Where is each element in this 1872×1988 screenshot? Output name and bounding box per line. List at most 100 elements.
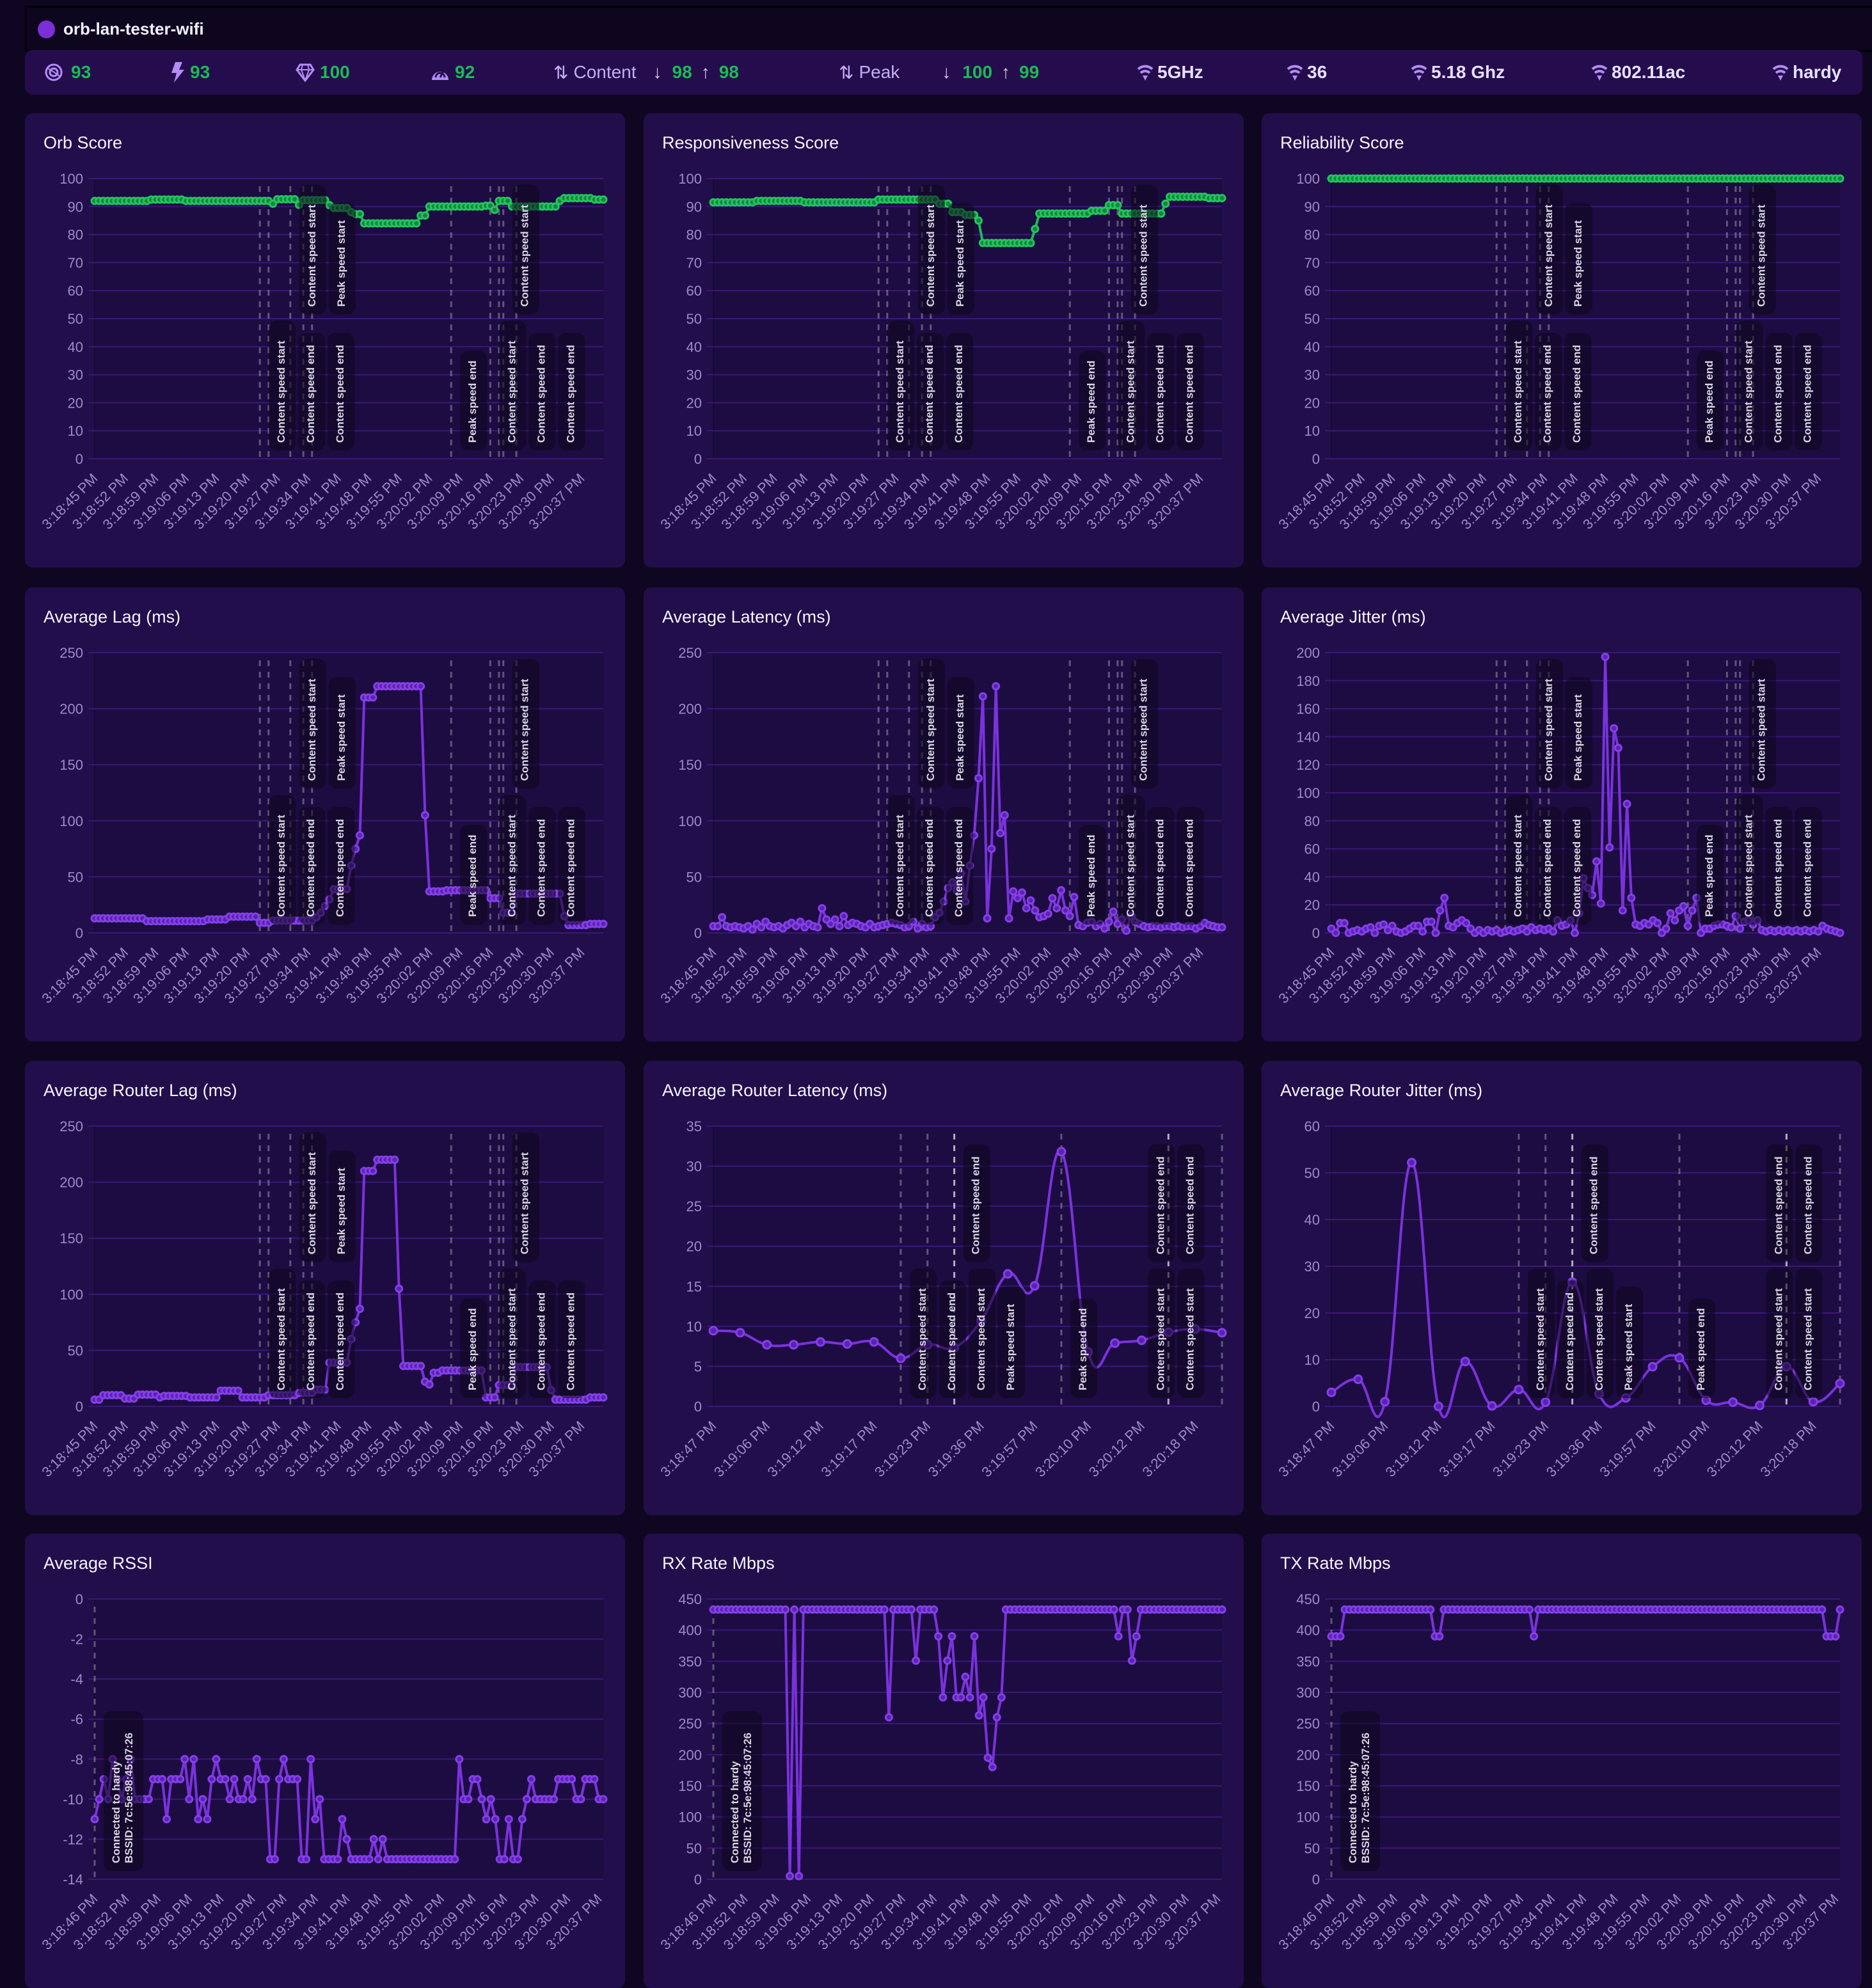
chart-title: Average Router Latency (ms) — [662, 1081, 888, 1100]
chart-title: Average RSSI — [44, 1554, 153, 1573]
event-marker-label: Content speed end — [305, 345, 317, 443]
data-point — [1104, 917, 1113, 926]
y-tick-label: 70 — [68, 255, 83, 271]
event-marker-label: Content speed start — [1534, 1288, 1546, 1390]
y-tick-label: 40 — [68, 339, 83, 355]
data-point — [818, 903, 827, 912]
event-marker-label: Content speed start — [1543, 678, 1555, 781]
data-point — [948, 1632, 956, 1641]
y-tick-label: 350 — [678, 1653, 702, 1669]
data-point — [995, 829, 1004, 838]
data-point — [1627, 893, 1636, 902]
y-tick-label: 0 — [694, 1399, 702, 1415]
x-tick-label: 3:20:18 PM — [1757, 1418, 1819, 1480]
wifi-icon — [1772, 65, 1789, 81]
data-point — [365, 1855, 374, 1864]
data-point — [795, 1872, 804, 1881]
data-point — [477, 1795, 486, 1804]
event-marker-label-box — [1535, 658, 1563, 789]
chart-title: Average Latency (ms) — [662, 607, 831, 626]
data-point — [786, 1872, 795, 1881]
data-point — [416, 682, 425, 691]
data-point — [504, 1815, 513, 1824]
data-point — [576, 1795, 585, 1804]
data-point — [1549, 927, 1558, 936]
peak-upload-value: 99 — [1019, 62, 1040, 82]
download-arrow-icon: ↓ — [942, 62, 951, 82]
y-tick-label: 40 — [1305, 1212, 1320, 1228]
event-marker-label-box — [299, 1132, 326, 1262]
data-point — [748, 925, 757, 934]
event-marker-labels: Content speed start Content speed end Cont… — [1505, 184, 1822, 450]
data-point — [988, 1763, 997, 1772]
stat-frequency: 5.18 Ghz — [1411, 50, 1505, 95]
event-marker-label: Content speed end — [535, 345, 547, 443]
data-point — [842, 1339, 852, 1349]
data-point — [207, 1775, 216, 1784]
frequency-value: 5.18 Ghz — [1431, 62, 1505, 82]
network-name-value: hardy — [1793, 62, 1842, 82]
event-marker-label: Peak speed end — [466, 1308, 479, 1390]
y-tick-label: 80 — [1305, 227, 1320, 243]
chart-title: Reliability Score — [1280, 133, 1404, 152]
event-marker-label-box — [558, 807, 585, 925]
data-point — [473, 1775, 482, 1784]
y-tick-label: 30 — [1305, 1259, 1320, 1275]
event-marker-label: Content speed start — [916, 1288, 928, 1390]
data-point — [983, 914, 992, 923]
data-point — [412, 219, 421, 228]
event-marker-label-box — [528, 807, 556, 925]
chart-average-router-lag: 250 200 150 100 50 0 3:18:45 PM 3:18:52 PM 3:18:… — [25, 1061, 625, 1515]
event-marker-label: Peak speed start — [1004, 1304, 1017, 1390]
data-point — [1462, 919, 1471, 928]
data-point — [1100, 206, 1109, 215]
y-tick-label: 30 — [1305, 367, 1320, 383]
event-marker-label-box — [528, 333, 556, 450]
event-marker-label: Connected to hardy — [1347, 1761, 1359, 1863]
event-marker-label: Content speed end — [564, 345, 576, 443]
data-point — [757, 923, 766, 932]
data-point — [599, 1795, 608, 1804]
data-point — [1331, 928, 1340, 937]
event-marker-label: Peak speed end — [466, 834, 479, 917]
event-marker-label-box — [1505, 795, 1533, 925]
event-marker-label: Content speed start — [1756, 678, 1768, 781]
y-tick-label: 40 — [1305, 869, 1320, 885]
data-point — [1217, 1328, 1227, 1338]
event-marker-label: Content speed end — [564, 1292, 576, 1390]
y-tick-label: 10 — [68, 423, 83, 439]
wifi-icon — [1591, 65, 1608, 81]
data-point — [302, 1855, 311, 1864]
x-tick-label: 3:19:06 PM — [711, 1418, 773, 1480]
data-point — [369, 1834, 378, 1843]
upload-arrow-icon: ↑ — [701, 62, 710, 82]
event-marker-label: Content speed start — [1772, 1288, 1784, 1390]
orb-score-value: 93 — [71, 62, 91, 82]
peak-label: Peak — [859, 62, 900, 82]
data-point — [1836, 174, 1844, 183]
event-marker-label: Peak speed start — [1622, 1304, 1635, 1390]
chart-title: RX Rate Mbps — [662, 1554, 775, 1573]
data-point — [1647, 1362, 1658, 1372]
event-marker-label-box — [939, 1280, 966, 1398]
y-tick-label: 50 — [1305, 311, 1320, 327]
data-point — [395, 1284, 404, 1293]
event-marker-label-box — [512, 658, 539, 789]
data-point — [315, 1795, 324, 1804]
responsiveness-value: 93 — [190, 62, 210, 82]
y-tick-label: 140 — [1296, 729, 1320, 745]
event-marker-label: Content speed start — [1742, 815, 1754, 917]
event-marker-label: Content speed end — [1541, 819, 1553, 917]
data-point — [1683, 921, 1692, 930]
y-tick-label: 60 — [1305, 841, 1320, 857]
data-point — [1000, 811, 1009, 820]
chart-title: Responsiveness Score — [662, 133, 839, 152]
data-point — [1052, 903, 1061, 912]
data-point — [550, 1795, 559, 1804]
data-point — [1818, 1605, 1827, 1614]
y-tick-label: 60 — [686, 283, 702, 299]
x-tick-label: 3:18:47 PM — [1275, 1418, 1337, 1480]
event-marker-label-box — [558, 333, 585, 450]
data-point — [1836, 1605, 1844, 1614]
